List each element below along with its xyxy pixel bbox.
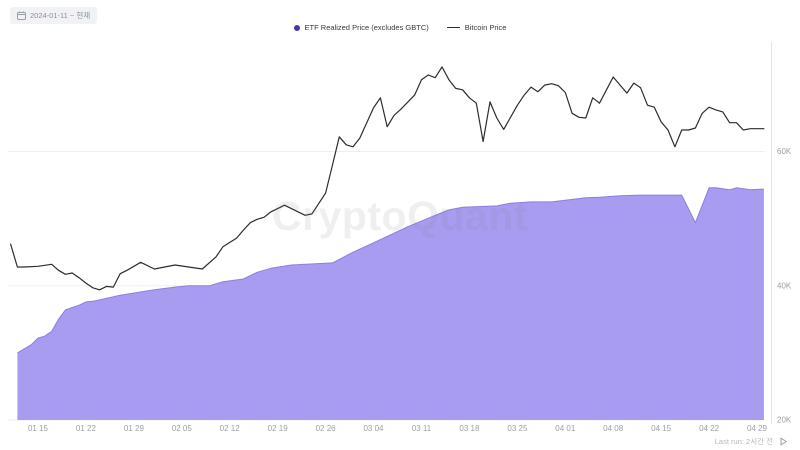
x-axis-label: 02 12 bbox=[220, 424, 241, 433]
bitcoin-price-line bbox=[10, 66, 765, 291]
etf-realized-price-edge bbox=[17, 187, 764, 354]
calendar-icon bbox=[17, 11, 26, 20]
x-axis-label: 01 22 bbox=[76, 424, 97, 433]
x-axis-label: 02 05 bbox=[172, 424, 193, 433]
y-axis-label: 20K bbox=[777, 416, 792, 425]
x-axis-label: 02 19 bbox=[268, 424, 289, 433]
x-axis-label: 01 15 bbox=[28, 424, 49, 433]
last-run-label: Last run: 2시간 전 bbox=[714, 437, 773, 446]
x-axis-label: 04 15 bbox=[651, 424, 672, 433]
legend: ETF Realized Price (excludes GBTC) Bitco… bbox=[0, 23, 800, 32]
play-icon[interactable] bbox=[779, 437, 788, 446]
x-axis-label: 04 01 bbox=[555, 424, 576, 433]
x-axis-label: 03 25 bbox=[507, 424, 528, 433]
etf-realized-price-area bbox=[17, 187, 764, 420]
legend-item-bitcoin-price[interactable]: Bitcoin Price bbox=[446, 23, 507, 32]
legend-item-etf-realized-price[interactable]: ETF Realized Price (excludes GBTC) bbox=[293, 23, 429, 32]
date-range-picker[interactable]: 2024-01-11 ~ 현재 bbox=[10, 7, 98, 24]
x-axis-label: 03 11 bbox=[412, 424, 432, 433]
x-axis-label: 03 04 bbox=[363, 424, 384, 433]
last-run: Last run: 2시간 전 bbox=[715, 436, 788, 447]
date-range-label: 2024-01-11 ~ 현재 bbox=[30, 11, 91, 20]
x-axis-label: 04 22 bbox=[699, 424, 720, 433]
etf-series-dot-icon bbox=[293, 24, 300, 31]
y-axis-label: 40K bbox=[777, 281, 792, 290]
x-axis-label: 02 26 bbox=[316, 424, 337, 433]
x-axis-label: 04 29 bbox=[747, 424, 768, 433]
legend-label-etf: ETF Realized Price (excludes GBTC) bbox=[304, 23, 429, 32]
x-axis-label: 04 08 bbox=[603, 424, 624, 433]
bitcoin-series-line-icon bbox=[446, 27, 460, 28]
x-axis-label: 01 29 bbox=[124, 424, 145, 433]
x-axis-label: 03 18 bbox=[459, 424, 480, 433]
legend-label-bitcoin: Bitcoin Price bbox=[464, 23, 507, 32]
y-axis-label: 60K bbox=[777, 147, 792, 156]
